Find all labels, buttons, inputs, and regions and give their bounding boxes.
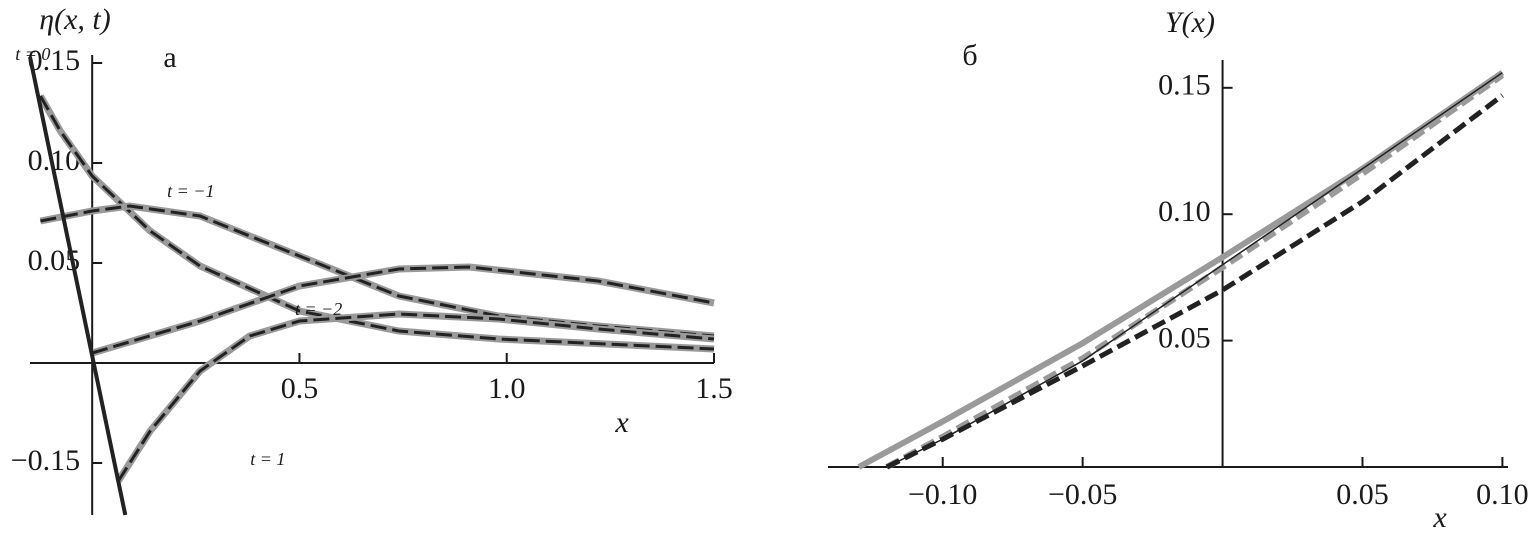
curve bbox=[91, 263, 715, 357]
panel-label: б bbox=[962, 39, 977, 72]
x-axis-label: x bbox=[614, 406, 629, 439]
y-tick-label: −0.15 bbox=[11, 444, 80, 477]
curve bbox=[115, 310, 715, 483]
x-tick-label: 0.10 bbox=[1476, 478, 1529, 511]
curve bbox=[857, 70, 1505, 470]
curve-overlay bbox=[40, 204, 715, 338]
x-tick-label: 1.5 bbox=[695, 372, 733, 405]
curve-label: t = 1 bbox=[250, 449, 285, 469]
curve-overlay bbox=[39, 95, 715, 351]
x-axis-label: x bbox=[1432, 501, 1447, 534]
x-tick-label: 1.0 bbox=[488, 372, 526, 405]
curve-label: t = −2 bbox=[295, 299, 342, 319]
y-tick-label: 0.10 bbox=[1158, 195, 1211, 228]
curve-overlay bbox=[117, 312, 715, 482]
curve-label: t = −1 bbox=[167, 181, 214, 201]
y-tick-label: 0.15 bbox=[28, 44, 81, 77]
curve-overlay bbox=[91, 265, 715, 355]
y-axis-label: η(x, t) bbox=[39, 3, 111, 36]
y-axis-label: Y(x) bbox=[1165, 6, 1215, 39]
x-tick-label: −0.05 bbox=[1048, 478, 1117, 511]
y-tick-label: 0.15 bbox=[1158, 69, 1211, 102]
panel-label: а bbox=[163, 41, 176, 74]
curve bbox=[885, 93, 1504, 470]
y-tick-label: 0.05 bbox=[1158, 321, 1211, 354]
x-tick-label: 0.05 bbox=[1336, 478, 1389, 511]
x-tick-label: −0.10 bbox=[908, 478, 977, 511]
curve bbox=[28, 56, 128, 516]
x-tick-label: 0.5 bbox=[281, 372, 319, 405]
curve-label: t = 0 bbox=[15, 44, 50, 64]
curve bbox=[886, 71, 1503, 468]
